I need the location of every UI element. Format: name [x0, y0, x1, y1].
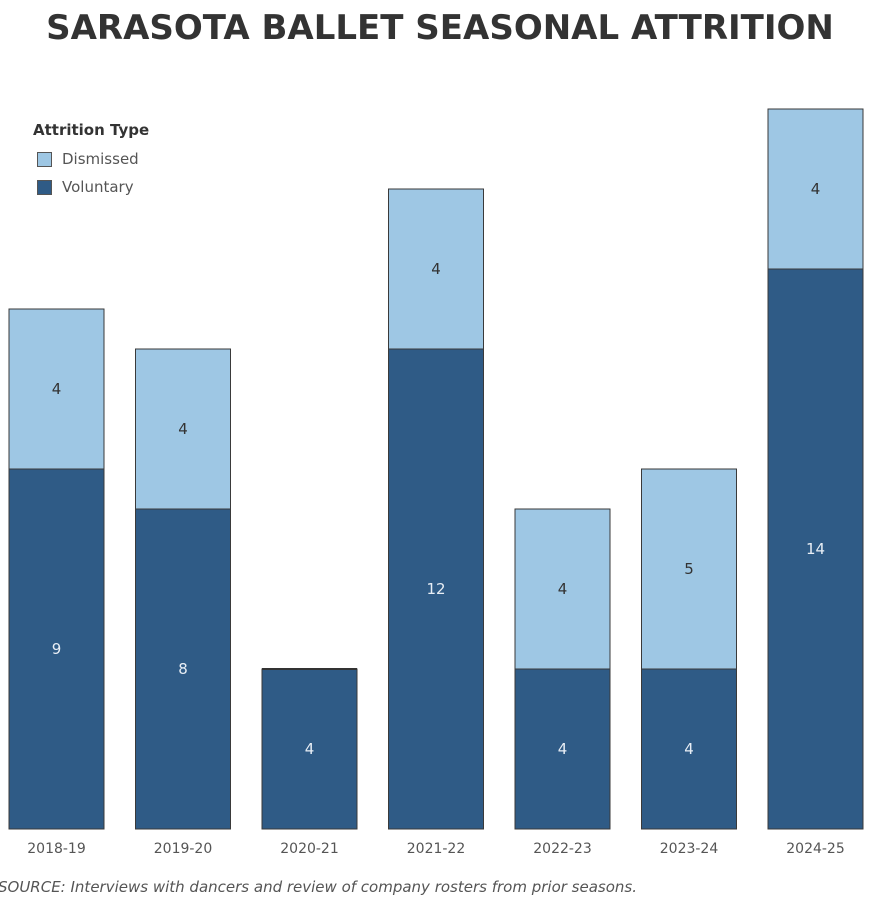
legend-swatch-dismissed [37, 151, 52, 167]
data-label: 4 [558, 740, 568, 758]
x-tick-label: 2023-24 [660, 841, 719, 857]
data-label: 14 [806, 540, 825, 558]
x-tick-label: 2024-25 [786, 841, 845, 857]
data-label: 9 [52, 640, 62, 658]
legend-label: Voluntary [62, 178, 134, 196]
data-label: 4 [558, 580, 568, 598]
data-label: 4 [52, 380, 62, 398]
bar-voluntary-2024-25 [767, 268, 864, 830]
bar-voluntary-2022-23 [514, 668, 611, 830]
x-tick-label: 2022-23 [533, 841, 592, 857]
bar-dismissed-2021-22 [388, 188, 484, 350]
data-label: 4 [811, 180, 821, 198]
x-tick-label: 2019-20 [154, 841, 213, 857]
data-label: 12 [426, 580, 445, 598]
data-label: 5 [684, 560, 694, 578]
legend-item-voluntary[interactable]: Voluntary [37, 173, 149, 201]
bar-dismissed-2024-25 [767, 108, 864, 270]
chart-title: SARASOTA BALLET SEASONAL ATTRITION [46, 8, 834, 48]
bar-dismissed-2022-23 [514, 508, 611, 670]
source-note: SOURCE: Interviews with dancers and revi… [0, 878, 638, 896]
data-label: 4 [684, 740, 694, 758]
data-label: 4 [305, 740, 315, 758]
x-tick-label: 2021-22 [407, 841, 466, 857]
legend: Attrition Type Dismissed Voluntary [33, 121, 149, 201]
bar-voluntary-2019-20 [135, 508, 231, 830]
legend-item-dismissed[interactable]: Dismissed [37, 145, 149, 173]
x-tick-label: 2018-19 [27, 841, 86, 857]
bar-voluntary-2021-22 [388, 348, 484, 830]
bar-dismissed-2018-19 [8, 308, 105, 470]
data-label: 4 [178, 420, 188, 438]
bar-voluntary-2023-24 [641, 668, 737, 830]
bar-voluntary-2018-19 [8, 468, 105, 830]
bar-dismissed-2023-24 [641, 468, 737, 670]
bar-dismissed-2019-20 [135, 348, 231, 510]
data-label: 4 [431, 260, 441, 278]
legend-title: Attrition Type [33, 121, 150, 139]
x-tick-label: 2020-21 [280, 841, 339, 857]
data-label: 8 [178, 660, 188, 678]
legend-label: Dismissed [62, 150, 139, 168]
legend-swatch-voluntary [37, 179, 52, 195]
